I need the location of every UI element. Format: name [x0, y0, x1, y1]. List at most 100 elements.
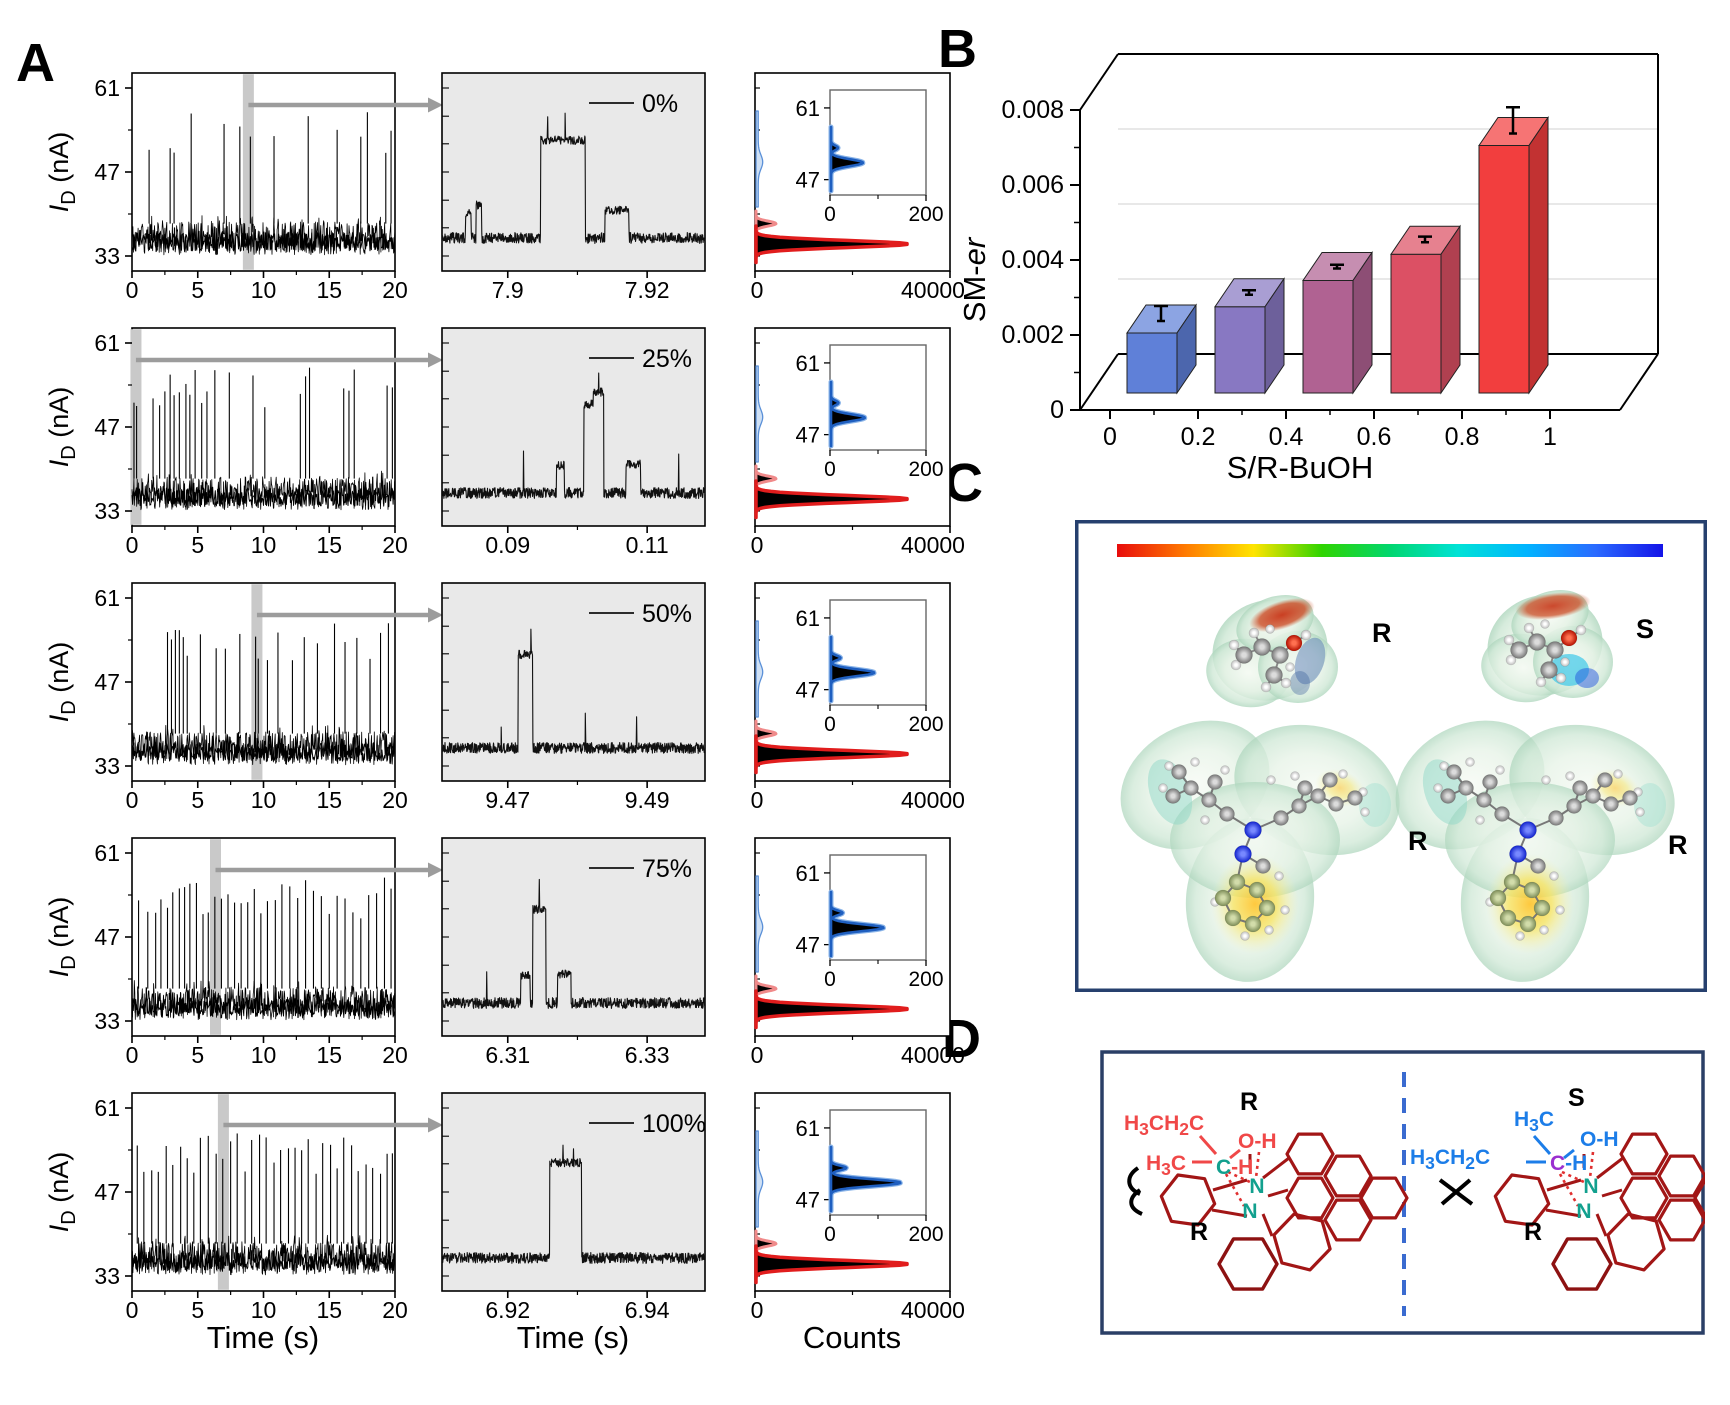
svg-text:0.09: 0.09 [485, 532, 530, 558]
svg-text:0.002: 0.002 [1001, 321, 1064, 349]
svg-text:200: 200 [908, 713, 943, 736]
svg-text:0: 0 [126, 787, 139, 813]
formula-methyl-right: H3C [1514, 1108, 1555, 1136]
svg-text:40000: 40000 [901, 787, 965, 813]
svg-text:0.006: 0.006 [1001, 171, 1064, 199]
svg-text:200: 200 [908, 968, 943, 991]
svg-text:47: 47 [796, 1188, 820, 1213]
svg-text:47: 47 [796, 423, 820, 448]
svg-text:ID (nA): ID (nA) [44, 387, 80, 467]
svg-text:7.9: 7.9 [492, 277, 524, 303]
svg-text:61: 61 [94, 585, 120, 611]
formula-ethyl-right: H3CH2C [1410, 1146, 1491, 1174]
svg-text:10: 10 [251, 787, 277, 813]
svg-text:0: 0 [824, 968, 836, 991]
stereo-label-right-top: S [1568, 1084, 1585, 1112]
trace-row-50%: 33 47 61 0 5 10 15 20 ID (nA) 9.47 9.49 50% 0 40000 61… [44, 582, 965, 813]
svg-text:ID (nA): ID (nA) [44, 897, 80, 977]
svg-text:6.31: 6.31 [485, 1042, 530, 1068]
formula-ch-right: C-H [1550, 1152, 1588, 1175]
svg-text:15: 15 [316, 1042, 342, 1068]
svg-text:6.92: 6.92 [485, 1297, 530, 1323]
trace-row-0%: 33 47 61 0 5 10 15 20 ID (nA) 7.9 7.92 0% 0 40000 61 47… [44, 72, 965, 303]
svg-text:33: 33 [94, 1008, 120, 1034]
formula-methyl-left: H3C [1146, 1152, 1187, 1180]
stereo-label-right-side: R [1524, 1218, 1543, 1246]
formula-oh-right: O-H [1580, 1128, 1619, 1151]
formula-oh-left: O-H [1238, 1130, 1277, 1153]
svg-text:20: 20 [382, 277, 408, 303]
esp-surface-panel [1075, 520, 1707, 992]
x-axis-title-counts: Counts [802, 1320, 902, 1355]
svg-text:61: 61 [94, 330, 120, 356]
svg-text:200: 200 [908, 1223, 943, 1246]
svg-text:61: 61 [796, 351, 820, 376]
molecule-label-r-small: R [1372, 618, 1392, 648]
svg-text:75%: 75% [642, 855, 692, 883]
svg-text:0: 0 [824, 203, 836, 226]
svg-text:61: 61 [94, 75, 120, 101]
svg-text:25%: 25% [642, 345, 692, 373]
svg-text:10: 10 [251, 1042, 277, 1068]
svg-text:47: 47 [94, 1179, 120, 1205]
svg-text:33: 33 [94, 1263, 120, 1289]
panel-a-label: A [16, 33, 55, 93]
panel-b-label: B [938, 19, 977, 79]
svg-text:40000: 40000 [901, 1042, 965, 1068]
svg-text:33: 33 [94, 243, 120, 269]
svg-text:20: 20 [382, 532, 408, 558]
y-axis-title-sm-er: SM-er [957, 237, 992, 323]
svg-text:0: 0 [1050, 396, 1064, 424]
formula-ch-left: C-H [1216, 1156, 1254, 1179]
svg-text:5: 5 [191, 532, 204, 558]
svg-text:10: 10 [251, 277, 277, 303]
svg-text:ID (nA): ID (nA) [44, 132, 80, 212]
svg-text:61: 61 [796, 606, 820, 631]
svg-text:0: 0 [824, 1223, 836, 1246]
stereo-label-left-side: R [1190, 1218, 1209, 1246]
svg-text:40000: 40000 [901, 277, 965, 303]
svg-text:61: 61 [94, 840, 120, 866]
svg-text:9.47: 9.47 [485, 787, 530, 813]
svg-text:0.4: 0.4 [1269, 423, 1304, 451]
svg-text:10: 10 [251, 1297, 277, 1323]
x-axis-title-time-left: Time (s) [206, 1320, 320, 1355]
svg-text:9.49: 9.49 [625, 787, 670, 813]
svg-text:6.94: 6.94 [625, 1297, 670, 1323]
svg-text:0: 0 [126, 1042, 139, 1068]
svg-text:200: 200 [908, 203, 943, 226]
svg-text:0.11: 0.11 [626, 532, 669, 558]
svg-text:33: 33 [94, 498, 120, 524]
svg-text:20: 20 [382, 1042, 408, 1068]
svg-text:0: 0 [751, 787, 764, 813]
svg-text:50%: 50% [642, 600, 692, 628]
svg-text:5: 5 [191, 1042, 204, 1068]
svg-text:0.8: 0.8 [1445, 423, 1480, 451]
molecule-label-r-large2: R [1668, 830, 1688, 860]
svg-text:47: 47 [94, 924, 120, 950]
svg-text:15: 15 [316, 1297, 342, 1323]
molecule-label-s-small: S [1636, 614, 1655, 644]
svg-text:0.008: 0.008 [1001, 96, 1064, 124]
svg-text:0: 0 [1103, 423, 1117, 451]
svg-text:20: 20 [382, 787, 408, 813]
svg-text:47: 47 [796, 678, 820, 703]
svg-text:10: 10 [251, 532, 277, 558]
svg-text:100%: 100% [642, 1110, 706, 1138]
svg-text:20: 20 [382, 1297, 408, 1323]
svg-text:0: 0 [824, 458, 836, 481]
svg-text:15: 15 [316, 532, 342, 558]
svg-text:0.2: 0.2 [1181, 423, 1216, 451]
x-axis-title-time-mid: Time (s) [516, 1320, 630, 1355]
svg-text:0: 0 [126, 277, 139, 303]
svg-text:0: 0 [126, 1297, 139, 1323]
bar3d-chart: 0 0.002 0.004 0.006 0.008 0 0.2 0.4 0.6 0.8 1 [1001, 53, 1659, 451]
svg-text:0.004: 0.004 [1001, 246, 1064, 274]
svg-text:47: 47 [94, 159, 120, 185]
svg-text:61: 61 [796, 1116, 820, 1141]
svg-text:0: 0 [751, 277, 764, 303]
svg-text:N: N [1242, 1200, 1257, 1223]
svg-text:47: 47 [94, 669, 120, 695]
trace-row-25%: 33 47 61 0 5 10 15 20 ID (nA) 0.09 0.11 25% 0 40000 61… [44, 327, 965, 558]
